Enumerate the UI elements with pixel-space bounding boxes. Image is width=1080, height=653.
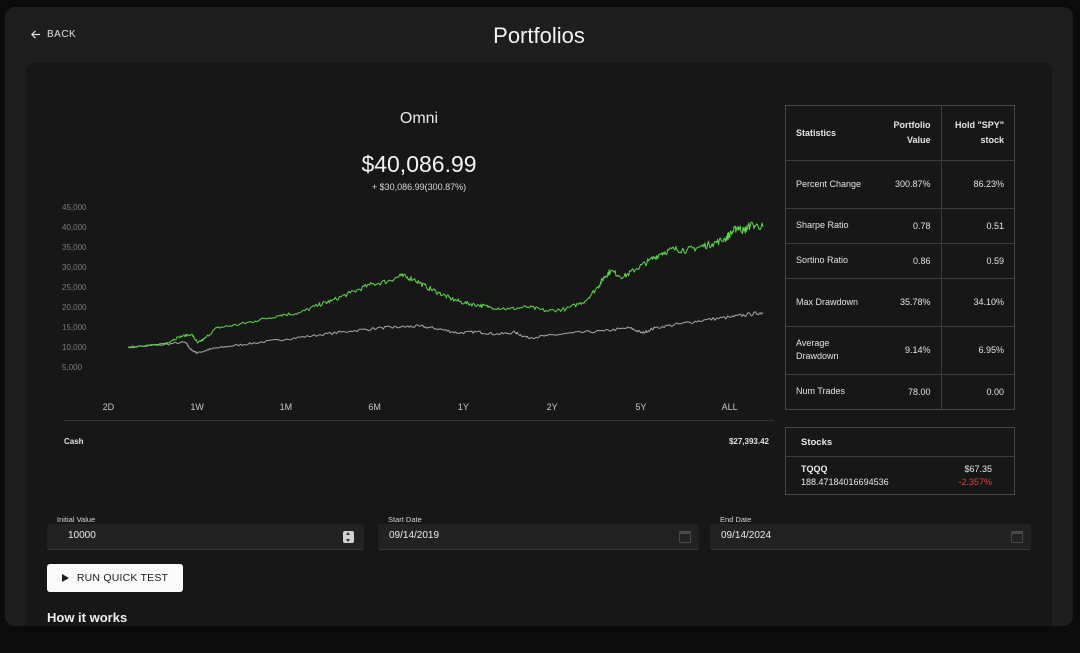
stats-cell-label: Max Drawdown [786, 278, 876, 327]
y-tick-label: 45,000 [62, 203, 87, 212]
stats-cell-portfolio: 35.78% [876, 278, 942, 327]
app-window: BACK Portfolios Omni $40,086.99 + $30,08… [5, 7, 1073, 626]
y-tick-label: 20,000 [62, 303, 87, 312]
initial-value-text[interactable]: 10000 [68, 530, 96, 541]
how-it-works-heading: How it works [47, 610, 128, 625]
stats-row: Max Drawdown 35.78% 34.10% [786, 278, 1014, 327]
arrow-left-icon [30, 30, 41, 39]
stats-cell-hold: 34.10% [941, 278, 1014, 327]
end-date-value[interactable]: 09/14/2024 [721, 530, 772, 541]
start-date-field: Start Date 09/14/2019 [378, 515, 699, 550]
stats-cell-portfolio: 0.86 [876, 243, 942, 279]
stocks-title: Stocks [786, 428, 1014, 457]
top-bar: BACK Portfolios [5, 7, 1073, 67]
y-tick-label: 5,000 [62, 363, 83, 372]
cash-label: Cash [64, 437, 84, 446]
stats-header-hold: Hold "SPY" stock [941, 106, 1014, 161]
stats-row: Num Trades 78.00 0.00 [786, 374, 1014, 409]
stats-header-statistics: Statistics [786, 106, 876, 161]
page-title: Portfolios [493, 23, 585, 48]
portfolio-panel: Omni $40,086.99 + $30,086.99(300.87%) 45… [26, 63, 1052, 626]
range-tabs: 2D 1W 1M 6M 1Y 2Y 5Y ALL [64, 395, 774, 421]
stats-row: Sortino Ratio 0.86 0.59 [786, 243, 1014, 279]
stats-cell-portfolio: 0.78 [876, 208, 942, 244]
initial-value-input[interactable] [47, 524, 364, 550]
range-tab-6m[interactable]: 6M [368, 402, 381, 412]
stats-cell-portfolio: 300.87% [876, 160, 942, 209]
y-tick-label: 10,000 [62, 343, 87, 352]
stats-header-portfolio: Portfolio Value [876, 106, 942, 161]
stats-cell-hold: 0.51 [941, 208, 1014, 244]
run-quick-test-label: RUN QUICK TEST [76, 572, 169, 584]
run-quick-test-button[interactable]: RUN QUICK TEST [47, 564, 183, 592]
stats-cell-label: Percent Change [786, 160, 876, 209]
stocks-panel: Stocks TQQQ 188.47184016694536 $67.35 -2… [785, 427, 1015, 495]
end-date-input[interactable] [710, 524, 1031, 550]
end-date-field: End Date 09/14/2024 [710, 515, 1031, 550]
stats-row: Sharpe Ratio 0.78 0.51 [786, 208, 1014, 244]
y-tick-label: 40,000 [62, 223, 87, 232]
range-tab-2y[interactable]: 2Y [546, 402, 558, 412]
stats-cell-hold: 0.00 [986, 386, 1004, 397]
series-line-0 [128, 221, 764, 349]
calendar-icon[interactable] [679, 531, 691, 543]
cash-row: Cash $27,393.42 [64, 437, 769, 446]
stock-change: -2.357% [958, 477, 992, 487]
start-date-value[interactable]: 09/14/2019 [389, 530, 440, 541]
initial-value-field: Initial Value 10000 [47, 515, 364, 550]
statistics-table: Statistics Portfolio Value Hold "SPY" st… [785, 105, 1015, 410]
start-date-input[interactable] [378, 524, 699, 550]
number-stepper-icon[interactable] [343, 531, 354, 543]
calendar-icon[interactable] [1011, 531, 1023, 543]
series-line-1 [127, 311, 764, 354]
stats-row: Average Drawdown 9.14% 6.95% [786, 326, 1014, 375]
stock-symbol: TQQQ [801, 464, 828, 474]
stats-cell-hold: 86.23% [941, 160, 1014, 209]
stats-cell-label: Num Trades [796, 386, 846, 397]
stats-row: Percent Change 300.87% 86.23% [786, 160, 1014, 209]
initial-value-label: Initial Value [57, 515, 96, 524]
stats-cell-label: Sortino Ratio [786, 243, 876, 279]
stats-cell-hold: 6.95% [941, 326, 1014, 375]
play-icon [61, 574, 69, 582]
stock-price: $67.35 [964, 464, 992, 474]
start-date-label: Start Date [388, 515, 422, 524]
portfolio-name: Omni [399, 110, 439, 127]
range-tab-2d[interactable]: 2D [102, 402, 115, 412]
portfolio-change: + $30,086.99(300.87%) [371, 182, 467, 192]
range-tab-1m[interactable]: 1M [279, 402, 293, 412]
y-tick-label: 25,000 [62, 283, 87, 292]
range-tab-5y[interactable]: 5Y [596, 395, 686, 421]
range-tab-1w[interactable]: 1W [190, 402, 204, 412]
cash-value: $27,393.42 [728, 437, 769, 446]
stock-shares: 188.47184016694536 [801, 477, 889, 487]
y-tick-label: 35,000 [62, 243, 87, 252]
end-date-label: End Date [720, 515, 752, 524]
y-tick-label: 30,000 [62, 263, 87, 272]
range-tab-1y[interactable]: 1Y [457, 402, 469, 412]
range-divider [64, 420, 774, 421]
portfolio-value: $40,086.99 [361, 151, 477, 177]
stats-cell-hold: 0.59 [941, 243, 1014, 279]
stats-cell-label: Sharpe Ratio [786, 208, 876, 244]
stats-cell-portfolio: 78.00 [876, 374, 942, 409]
stats-cell-label: Average Drawdown [786, 326, 876, 375]
stock-row: TQQQ 188.47184016694536 $67.35 -2.357% [786, 457, 1014, 489]
stats-cell-portfolio: 9.14% [876, 326, 942, 375]
back-label: BACK [47, 29, 77, 40]
range-tab-all[interactable]: ALL [721, 402, 738, 412]
portfolio-chart: 45,000 40,000 35,000 30,000 25,000 20,000 15,0… [62, 203, 764, 372]
y-tick-label: 15,000 [62, 323, 87, 332]
back-button[interactable]: BACK [30, 29, 76, 40]
